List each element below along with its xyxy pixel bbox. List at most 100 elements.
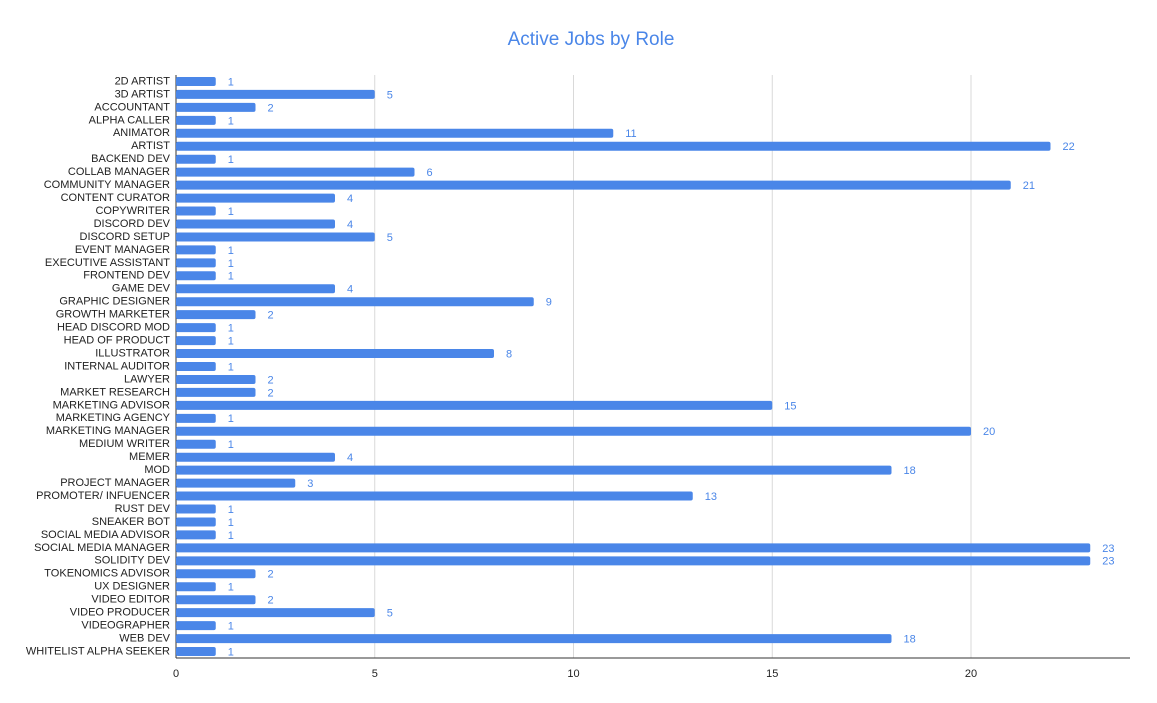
value-label: 5 [387,89,393,101]
value-label: 6 [427,167,433,179]
y-tick-label: DISCORD SETUP [80,231,170,243]
bar [176,491,693,501]
value-label: 5 [387,232,393,244]
x-tick-label: 20 [965,668,977,680]
y-tick-label: COLLAB MANAGER [68,166,170,178]
bar [176,478,296,488]
y-tick-label: SOLIDITY DEV [94,555,170,567]
y-tick-label: VIDEO PRODUCER [70,607,170,619]
bar [176,115,216,125]
bar [176,141,1051,151]
y-tick-label: COPYWRITER [95,205,170,217]
y-tick-label: MARKET RESEARCH [60,386,170,398]
value-label: 1 [228,245,234,257]
bar [176,582,216,592]
value-label: 1 [228,646,234,658]
x-tick-label: 5 [372,668,378,680]
value-label: 4 [347,284,353,296]
bar [176,517,216,527]
y-tick-label: MARKETING MANAGER [46,425,170,437]
y-tick-label: INTERNAL AUDITOR [64,360,170,372]
value-label: 1 [228,206,234,218]
y-tick-label: VIDEO EDITOR [91,594,170,606]
bar [176,180,1011,190]
value-label: 2 [268,569,274,581]
bar [176,102,256,112]
y-tick-label: UX DESIGNER [94,581,170,593]
y-tick-label: ANIMATOR [113,127,170,139]
y-tick-label: EVENT MANAGER [75,244,170,256]
bar [176,284,335,294]
y-tick-label: RUST DEV [115,503,171,515]
y-tick-label: PROMOTER/ INFUENCER [36,490,170,502]
chart-title: Active Jobs by Role [508,29,675,50]
y-tick-label: ILLUSTRATOR [95,347,170,359]
bar [176,167,415,177]
y-tick-label: VIDEOGRAPHER [81,620,170,632]
bar [176,206,216,216]
value-label: 13 [705,491,717,503]
y-tick-label: LAWYER [124,373,170,385]
y-tick-label: WHITELIST ALPHA SEEKER [26,645,170,657]
bar [176,258,216,268]
bar [176,413,216,423]
bar [176,362,216,371]
x-tick-label: 10 [567,668,579,680]
value-label: 1 [228,271,234,283]
value-label: 1 [228,361,234,373]
bar [176,219,335,229]
value-label: 18 [904,633,916,645]
y-tick-label: ACCOUNTANT [94,101,170,113]
bar [176,323,216,333]
value-label: 9 [546,297,552,309]
value-label: 4 [347,219,353,231]
y-tick-label: BACKEND DEV [91,153,171,165]
bar [176,595,256,605]
bar [176,245,216,255]
value-label: 8 [506,348,512,360]
value-label: 22 [1063,141,1075,153]
bar [176,193,335,203]
y-tick-label: MOD [144,464,170,476]
y-tick-label: MEDIUM WRITER [79,438,170,450]
bar [176,400,773,410]
value-label: 2 [268,387,274,399]
bar [176,76,216,86]
value-label: 1 [228,582,234,594]
value-label: 1 [228,517,234,529]
y-tick-label: EXECUTIVE ASSISTANT [45,257,170,269]
bar [176,634,892,644]
y-tick-label: SNEAKER BOT [92,516,171,528]
value-label: 2 [268,374,274,386]
value-label: 1 [228,504,234,516]
value-label: 1 [228,115,234,127]
bar [176,89,375,99]
bar [176,530,216,540]
bar [176,349,494,359]
bar [176,621,216,631]
value-label: 1 [228,258,234,270]
bar [176,336,216,346]
value-label: 1 [228,335,234,347]
bar [176,504,216,514]
y-tick-label: HEAD OF PRODUCT [64,334,171,346]
y-tick-label: ALPHA CALLER [89,114,170,126]
bar [176,465,892,475]
y-tick-label: WEB DEV [119,632,170,644]
bar [176,543,1091,553]
y-tick-label: GAME DEV [112,283,171,295]
bar [176,387,256,397]
value-label: 1 [228,323,234,335]
y-tick-label: PROJECT MANAGER [60,477,170,489]
bar [176,647,216,657]
value-label: 18 [904,465,916,477]
bar [176,310,256,320]
value-label: 1 [228,439,234,451]
y-tick-label: 3D ARTIST [115,88,171,100]
bar [176,128,614,138]
y-tick-label: MARKETING AGENCY [56,412,171,424]
y-tick-label: 2D ARTIST [115,75,171,87]
y-tick-label: ARTIST [131,140,170,152]
bar [176,569,256,579]
